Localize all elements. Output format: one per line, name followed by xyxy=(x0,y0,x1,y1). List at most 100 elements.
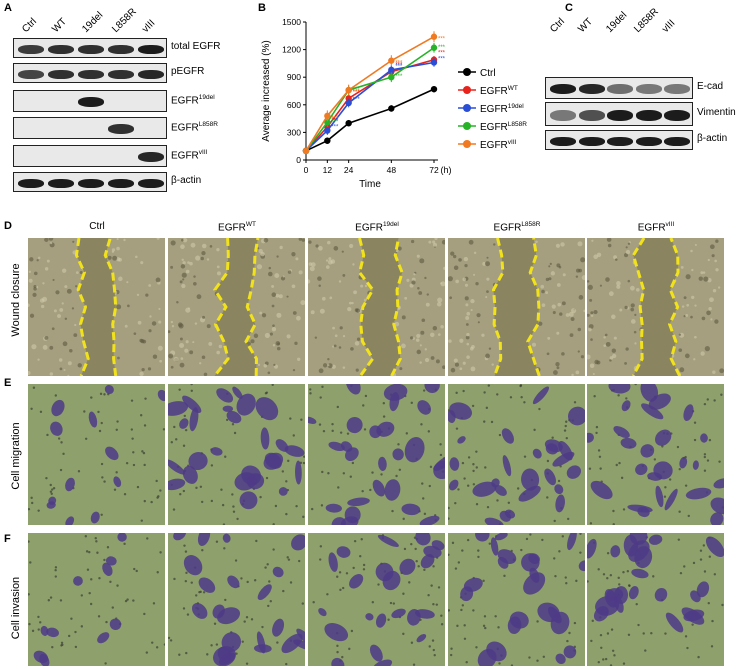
micrograph xyxy=(587,384,724,525)
cell xyxy=(624,361,627,365)
membrane-pore xyxy=(644,649,647,652)
cell xyxy=(571,308,577,314)
significance-stars: *** xyxy=(353,97,361,103)
cell xyxy=(552,370,558,375)
membrane-pore xyxy=(686,646,689,650)
significance-stars: *** xyxy=(353,89,361,95)
cell xyxy=(185,269,190,274)
membrane-pore xyxy=(88,550,91,554)
membrane-pore xyxy=(622,571,625,574)
membrane-pore xyxy=(130,399,134,402)
stained-cell xyxy=(641,403,664,420)
micrograph-image xyxy=(587,533,724,666)
membrane-pore xyxy=(213,622,217,625)
cell xyxy=(272,324,275,327)
membrane-pore xyxy=(98,577,101,580)
membrane-pore xyxy=(432,603,435,606)
wound-edge-line xyxy=(631,238,646,376)
cell xyxy=(58,358,63,362)
cell xyxy=(394,321,400,327)
membrane-pore xyxy=(236,517,239,521)
cell xyxy=(28,270,32,274)
membrane-pore xyxy=(170,441,174,444)
stained-cell xyxy=(375,613,387,628)
membrane-pore xyxy=(309,392,312,395)
membrane-pore xyxy=(28,507,31,511)
membrane-pore xyxy=(90,578,93,581)
cell xyxy=(190,242,196,248)
membrane-pore xyxy=(235,652,238,655)
cell xyxy=(607,243,612,248)
cell xyxy=(599,284,602,287)
stained-cell xyxy=(664,488,678,511)
membrane-pore xyxy=(433,653,436,657)
cell xyxy=(170,240,176,246)
stained-cell xyxy=(710,512,724,525)
membrane-pore xyxy=(309,388,312,391)
cell xyxy=(298,238,302,241)
significance-stars: *** xyxy=(331,119,339,125)
stained-cell xyxy=(554,484,564,495)
cell xyxy=(560,242,565,247)
membrane-pore xyxy=(285,480,288,483)
cell xyxy=(435,359,440,364)
cell xyxy=(49,345,54,350)
data-point xyxy=(302,147,310,154)
membrane-pore xyxy=(461,549,464,552)
cell xyxy=(187,261,190,264)
membrane-pore xyxy=(463,624,466,627)
column-header: Ctrl xyxy=(89,221,105,232)
cell xyxy=(216,265,220,269)
stained-cell xyxy=(685,487,712,500)
protein-band xyxy=(138,152,164,162)
cell xyxy=(308,279,311,284)
membrane-pore xyxy=(566,639,569,643)
cell xyxy=(298,270,303,275)
lane-label: 19del xyxy=(80,9,106,35)
stained-cell xyxy=(197,533,211,547)
stained-cell xyxy=(563,645,577,659)
membrane-pore xyxy=(414,547,417,551)
membrane-pore xyxy=(70,617,73,620)
cell xyxy=(64,285,68,289)
legend-marker xyxy=(463,68,471,76)
cell xyxy=(486,277,490,281)
stained-cell xyxy=(401,503,421,516)
cell xyxy=(603,344,607,347)
cell xyxy=(484,261,491,267)
membrane-pore xyxy=(693,438,697,442)
membrane-pore xyxy=(703,453,707,456)
membrane-pore xyxy=(111,606,114,609)
cell xyxy=(625,246,628,249)
cell xyxy=(276,346,281,351)
stained-cell xyxy=(415,533,431,546)
cell xyxy=(462,361,466,365)
cell xyxy=(630,319,636,324)
membrane-pore xyxy=(369,488,372,492)
stained-cell xyxy=(369,644,383,662)
cell xyxy=(48,238,54,241)
stained-cell xyxy=(378,456,387,471)
cell xyxy=(278,294,283,299)
cell xyxy=(271,292,277,297)
cell xyxy=(488,347,492,350)
cell xyxy=(410,336,414,340)
micrograph xyxy=(168,384,305,525)
micrograph xyxy=(28,384,165,525)
membrane-pore xyxy=(440,614,443,617)
cell xyxy=(465,323,469,326)
stained-cell xyxy=(255,397,279,421)
membrane-pore xyxy=(587,580,589,583)
membrane-pore xyxy=(598,455,602,458)
membrane-pore xyxy=(39,410,43,414)
cell xyxy=(454,362,459,367)
cell xyxy=(181,272,187,278)
cell xyxy=(184,348,189,353)
membrane-pore xyxy=(362,568,366,571)
cell xyxy=(332,345,335,348)
data-point xyxy=(388,66,395,74)
membrane-pore xyxy=(398,468,402,471)
wound-edge-line xyxy=(390,238,404,376)
stained-cell xyxy=(384,479,401,501)
protein-band xyxy=(607,136,633,146)
